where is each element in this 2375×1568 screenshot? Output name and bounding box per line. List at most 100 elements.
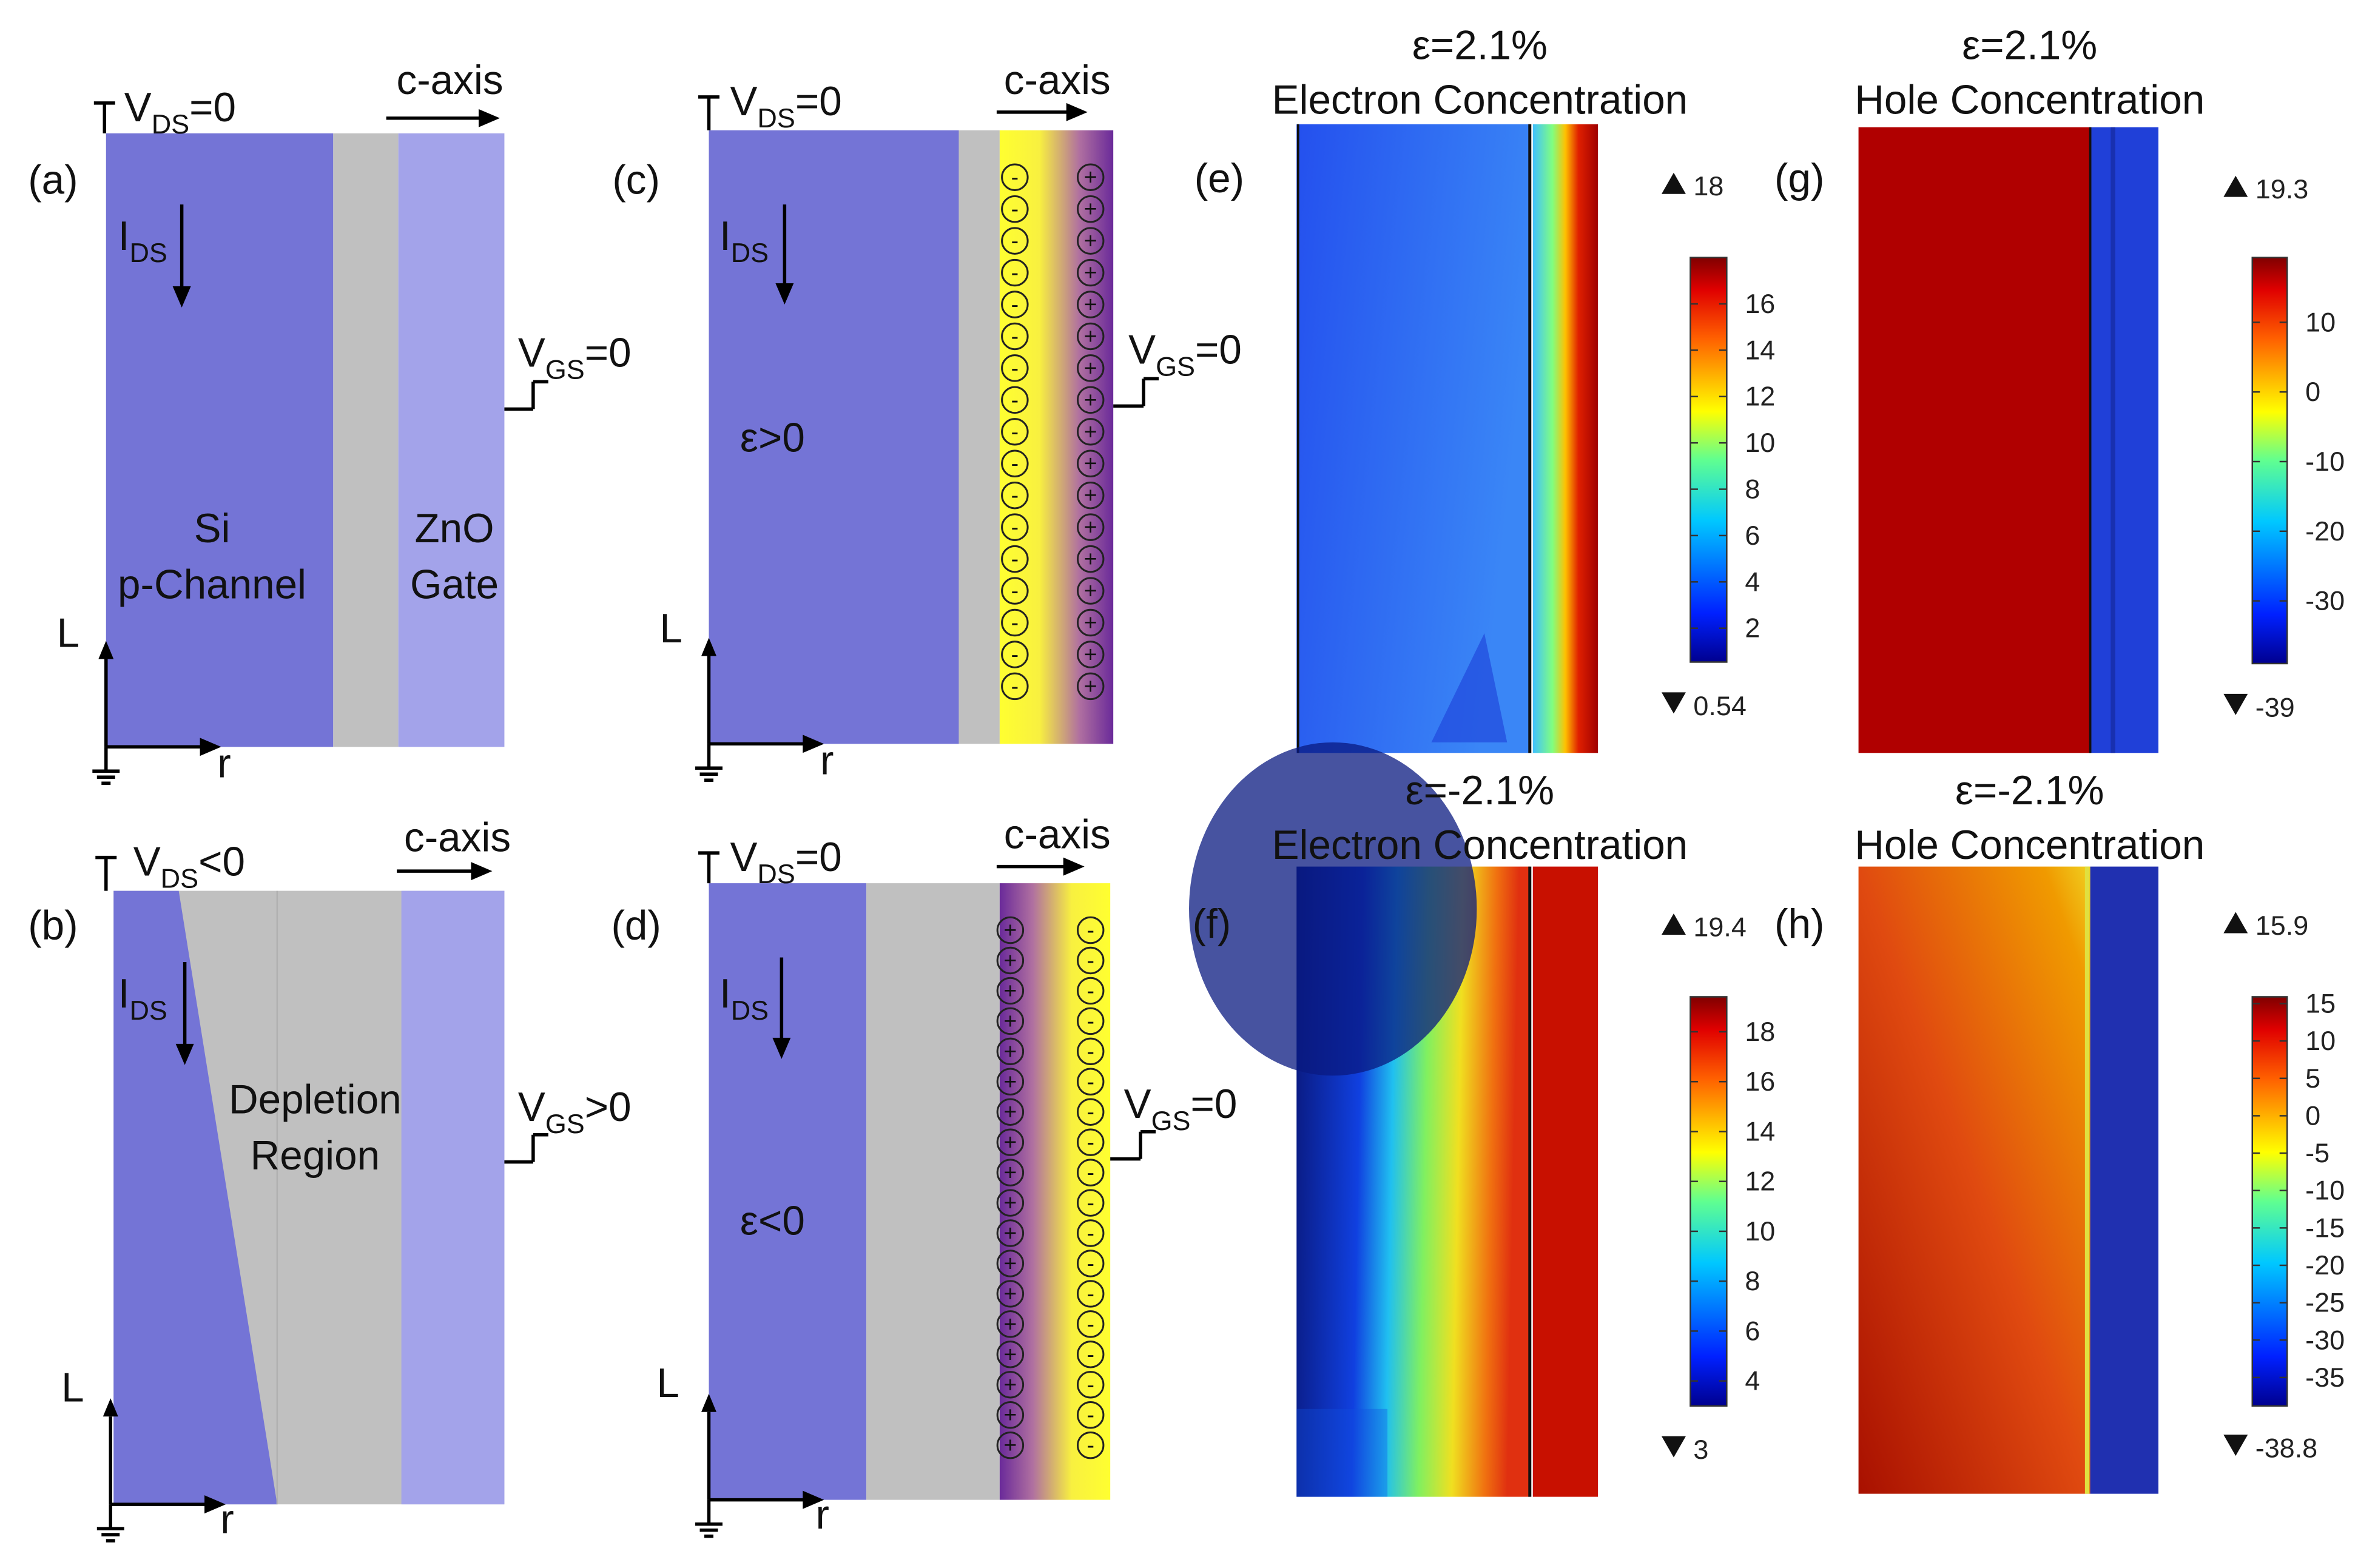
charge-sign: -: [1086, 1190, 1094, 1216]
map-title: Electron Concentration: [1272, 77, 1688, 123]
map-title: Hole Concentration: [1855, 823, 2205, 868]
charge-sign: +: [1003, 1069, 1017, 1094]
charge-circle: [1001, 322, 1029, 351]
region-label: p-Channel: [118, 562, 306, 608]
max-marker: [2223, 175, 2248, 197]
colorbar-tick-label: -5: [2305, 1137, 2330, 1168]
vds-label-part: V: [133, 840, 161, 885]
ids-label-part: DS: [731, 237, 769, 268]
charge-circle: [1076, 322, 1105, 351]
c-axis-label: c-axis: [397, 58, 504, 103]
max-label: 19.4: [1693, 912, 1746, 943]
vgs-label-part: >0: [585, 1085, 632, 1130]
colorbar: [1689, 257, 1728, 663]
charge-sign: -: [1086, 1069, 1094, 1094]
strain-title: ε=2.1%: [1412, 22, 1548, 68]
charge-circle: [1076, 481, 1105, 510]
charge-circle: [1001, 672, 1029, 701]
l-axis-label: L: [57, 610, 79, 656]
vds-label: VDS=0: [730, 835, 841, 889]
vgs-label-part: V: [518, 330, 545, 375]
ids-label-part: I: [118, 214, 130, 259]
charge-sign: +: [1084, 228, 1097, 254]
charge-circle: [996, 1007, 1025, 1035]
colorbar-tick-label: 0: [2305, 376, 2320, 407]
charge-circle: [996, 1371, 1025, 1399]
charge-sign: -: [1011, 673, 1019, 699]
oxide-layer: [958, 130, 1000, 744]
charge-sign: +: [1003, 1280, 1017, 1306]
arrow-head: [772, 1037, 791, 1059]
colorbar-tick-label: 6: [1745, 520, 1760, 551]
charge-circle: [1076, 1159, 1105, 1186]
charge-sign: +: [1084, 196, 1097, 221]
colorbar-tick-label: 10: [2305, 1025, 2336, 1056]
colorbar-tick-label: -10: [2305, 446, 2345, 477]
charge-sign: -: [1086, 1099, 1094, 1125]
min-label: -38.8: [2255, 1433, 2317, 1464]
colorbar-tick-label: 12: [1745, 1166, 1775, 1197]
max-marker: [1662, 172, 1686, 194]
vds-label-part: DS: [757, 858, 795, 889]
colorbar-tick-label: 12: [1745, 381, 1775, 412]
charge-circle: [996, 1098, 1025, 1126]
vgs-label-part: V: [1128, 327, 1156, 372]
colorbar-tick-label: 0: [2305, 1100, 2320, 1131]
vds-label-part: =0: [795, 835, 842, 880]
charge-circle: [1001, 608, 1029, 637]
vds-label-part: DS: [152, 109, 189, 140]
arrow-head: [701, 1393, 716, 1412]
charge-circle: [1076, 1310, 1105, 1338]
map-e: [1296, 124, 1598, 753]
si-layer: [106, 133, 334, 747]
charge-circle: [1076, 946, 1105, 975]
vgs-label-part: =0: [1195, 327, 1242, 372]
charge-circle: [1076, 672, 1105, 701]
region-label: Gate: [410, 562, 499, 608]
vgs-label-part: GS: [545, 1108, 585, 1139]
min-label: 0.54: [1693, 690, 1746, 721]
charge-sign: -: [1086, 917, 1094, 943]
colorbar-tick-label: 6: [1745, 1315, 1760, 1346]
vgs-label-part: =0: [1191, 1082, 1238, 1127]
vds-label: VDS=0: [124, 85, 236, 140]
charge-circle: [1076, 449, 1105, 477]
charge-sign: +: [1084, 451, 1097, 476]
c-axis-label: c-axis: [1004, 58, 1111, 103]
charge-sign: -: [1011, 323, 1019, 349]
charge-sign: +: [1003, 1220, 1017, 1246]
charge-sign: +: [1084, 610, 1097, 635]
charge-sign: -: [1086, 1371, 1094, 1397]
charge-sign: +: [1003, 978, 1017, 1003]
max-marker: [1662, 914, 1686, 935]
colorbar-tick-label: 14: [1745, 1115, 1775, 1146]
charge-sign: -: [1086, 1250, 1094, 1276]
charge-sign: -: [1011, 578, 1019, 604]
charge-circle: [1001, 354, 1029, 382]
colorbar-tick-label: 4: [1745, 1365, 1760, 1396]
vds-label-part: <0: [198, 840, 245, 885]
panel-label: (g): [1774, 156, 1824, 201]
colorbar-tick-label: -30: [2305, 585, 2345, 616]
charge-sign: +: [1084, 546, 1097, 571]
charge-sign: +: [1003, 1099, 1017, 1125]
charge-sign: -: [1011, 451, 1019, 476]
region-label: Si: [194, 506, 231, 551]
colorbar-tick-label: 16: [1745, 1066, 1775, 1097]
charge-circle: [1076, 545, 1105, 573]
charge-sign: +: [1003, 1402, 1017, 1427]
charge-circle: [996, 977, 1025, 1005]
charge-sign: -: [1086, 1220, 1094, 1246]
charge-sign: -: [1086, 1280, 1094, 1306]
ids-label-part: DS: [129, 995, 167, 1026]
charge-circle: [1076, 386, 1105, 414]
charge-sign: +: [1003, 1341, 1017, 1367]
oxide-layer: [333, 133, 399, 747]
arrow-head: [1066, 103, 1088, 121]
charge-circle: [996, 1128, 1025, 1156]
vgs-label: VGS=0: [1128, 327, 1242, 382]
arrow-head: [471, 862, 493, 881]
charge-circle: [1076, 354, 1105, 382]
arrow-head: [803, 1490, 824, 1509]
